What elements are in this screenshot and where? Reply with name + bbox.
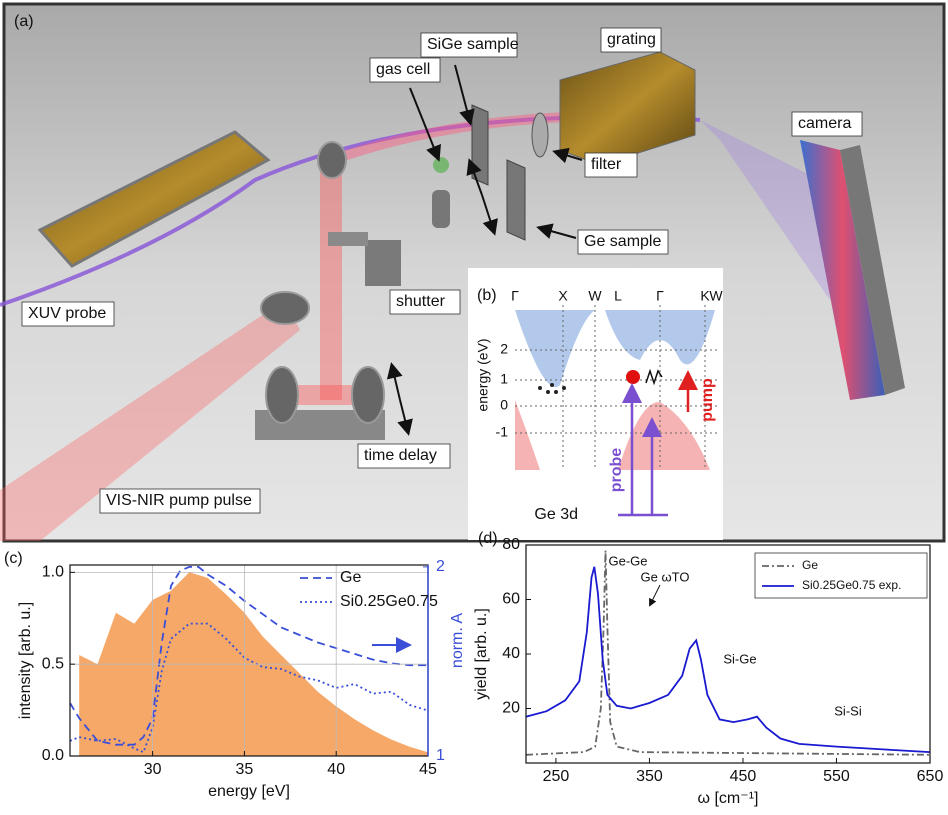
x-tick-label: 650 [917, 768, 944, 785]
x-axis-label: ω [cm⁻¹] [698, 790, 759, 807]
component-label: filter [591, 156, 622, 173]
annotation: Ge-Ge [608, 553, 647, 568]
panel-label: (d) [478, 530, 498, 547]
legend-label: Si0.25Ge0.75 [340, 593, 438, 610]
k-point: X [558, 288, 568, 304]
component-label: Ge sample [584, 233, 661, 250]
panel-label: (b) [477, 287, 497, 304]
panel-b: (b) Γ X W L Γ K W energy (eV) 2 1 0 -1 p… [468, 268, 723, 540]
x-tick-label: 250 [543, 768, 570, 785]
y-tick-label: 1.0 [42, 564, 64, 581]
probe-label: probe [608, 448, 625, 493]
filter-disk [532, 113, 548, 157]
y2-tick-label: 1 [436, 747, 445, 764]
panel-label: (a) [14, 13, 34, 30]
legend-label: Si0.25Ge0.75 exp. [802, 578, 901, 592]
x-tick-label: 350 [636, 768, 663, 785]
annotation: Si-Si [834, 703, 862, 718]
y-tick-label: 60 [502, 591, 520, 608]
y2-axis-label: norm. A [449, 613, 466, 668]
tick-label: 1 [500, 371, 508, 387]
component-label: XUV probe [28, 305, 106, 322]
tick-label: 0 [500, 397, 508, 413]
component-label: camera [798, 115, 851, 132]
annotation: Si-Ge [723, 651, 756, 666]
k-point: W [588, 288, 602, 304]
x-tick-label: 30 [144, 761, 162, 778]
x-tick-label: 40 [327, 761, 345, 778]
panel-label: (c) [4, 550, 23, 567]
annotation-arrow [650, 585, 660, 605]
x-tick-label: 550 [823, 768, 850, 785]
k-point: L [614, 288, 622, 304]
x-axis-label: energy [eV] [208, 783, 290, 800]
pump-beam [320, 160, 342, 400]
pump-label: pump [699, 378, 716, 422]
k-point: Γ [656, 288, 664, 304]
x-tick-label: 35 [236, 761, 254, 778]
y-tick-label: 20 [502, 700, 520, 717]
legend-label: Ge [802, 558, 818, 572]
ge-sample [507, 160, 525, 240]
annotation: Ge ωTO [641, 569, 690, 584]
mirror [318, 142, 346, 178]
mirror [266, 367, 298, 423]
k-point: Γ [511, 288, 519, 304]
component-label: shutter [396, 293, 446, 310]
legend-label: Ge [340, 569, 361, 586]
core-label: Ge 3d [534, 506, 578, 523]
mirror [352, 367, 384, 423]
x-tick-label: 45 [419, 761, 437, 778]
k-point: W [709, 288, 723, 304]
y-axis-label: intensity [arb. u.] [17, 602, 34, 719]
x-tick-label: 450 [730, 768, 757, 785]
y-tick-label: 0.5 [42, 655, 64, 672]
component-label: VIS-NIR pump pulse [106, 492, 252, 509]
excited-carrier [626, 370, 640, 384]
shutter-arm [328, 232, 368, 246]
component-label: grating [607, 31, 656, 48]
y-tick-label: 0.0 [42, 747, 64, 764]
figure: (a) SiGe sample grating gas cell camera … [0, 0, 948, 815]
mirror [261, 292, 309, 324]
component-label: time delay [364, 447, 437, 464]
gas-cell-body [432, 190, 450, 228]
y-tick-label: 40 [502, 645, 520, 662]
component-label: gas cell [376, 61, 430, 78]
y2-tick-label: 2 [436, 558, 445, 575]
tick-label: -1 [496, 424, 509, 440]
component-label: SiGe sample [427, 36, 519, 53]
y-tick-label: 80 [502, 536, 520, 553]
tick-label: 2 [500, 341, 508, 357]
axis-label: energy (eV) [475, 338, 491, 411]
shutter-body [365, 240, 401, 286]
y-axis-label: yield [arb. u.] [473, 608, 490, 700]
gas-jet [433, 157, 449, 173]
